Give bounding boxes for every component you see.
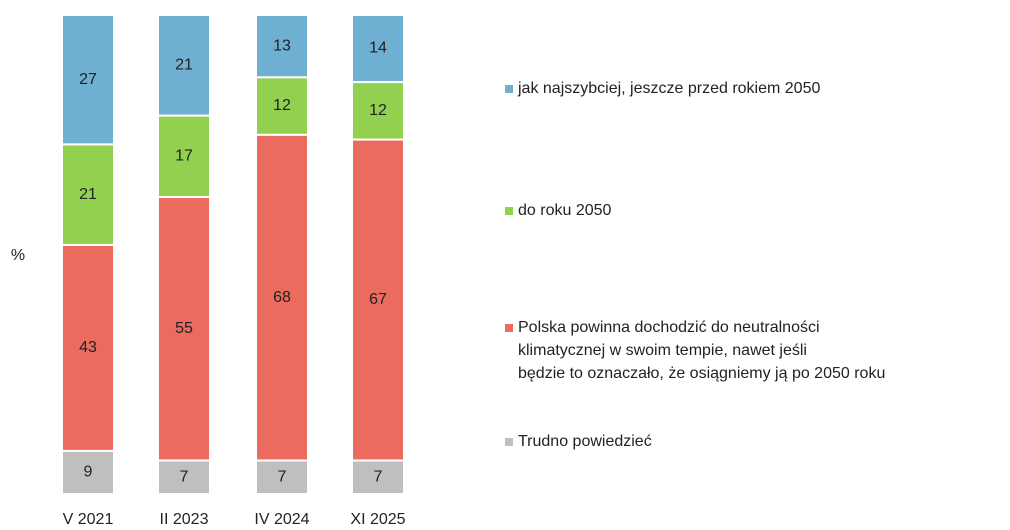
legend-swatch bbox=[505, 85, 513, 93]
x-tick-label: XI 2025 bbox=[350, 511, 405, 528]
value-label: 12 bbox=[369, 102, 387, 119]
value-label: 7 bbox=[278, 468, 287, 485]
value-label: 7 bbox=[180, 468, 189, 485]
bar-segment bbox=[157, 14, 211, 117]
bar-segment bbox=[157, 196, 211, 462]
value-label: 14 bbox=[369, 40, 387, 57]
y-axis-label: % bbox=[11, 247, 25, 264]
value-label: 55 bbox=[175, 320, 193, 337]
bar-segment bbox=[255, 459, 309, 495]
bar-segment bbox=[61, 143, 115, 246]
value-label: 9 bbox=[84, 464, 93, 481]
bar-segment bbox=[255, 14, 309, 79]
value-label: 21 bbox=[175, 57, 193, 74]
value-label: 21 bbox=[79, 186, 97, 203]
value-label: 27 bbox=[79, 71, 97, 88]
legend-swatch bbox=[505, 324, 513, 332]
legend-item: Trudno powiedzieć bbox=[505, 430, 652, 453]
legend-item: jak najszybciej, jeszcze przed rokiem 20… bbox=[505, 77, 820, 100]
legend-label: Trudno powiedzieć bbox=[518, 433, 652, 450]
value-label: 68 bbox=[273, 289, 291, 306]
bar-segment bbox=[351, 81, 405, 141]
value-label: 17 bbox=[175, 148, 193, 165]
value-label: 12 bbox=[273, 97, 291, 114]
value-label: 7 bbox=[374, 468, 383, 485]
bar-segment bbox=[351, 14, 405, 84]
bar-segment bbox=[157, 114, 211, 199]
legend-swatch bbox=[505, 438, 513, 446]
bar-segment bbox=[61, 14, 115, 146]
value-label: 67 bbox=[369, 291, 387, 308]
value-label: 43 bbox=[79, 339, 97, 356]
bar-segment bbox=[255, 76, 309, 136]
legend-label: do roku 2050 bbox=[518, 202, 612, 219]
legend-label: jak najszybciej, jeszcze przed rokiem 20… bbox=[518, 80, 821, 97]
legend-label: Polska powinna dochodzić do neutralności… bbox=[518, 319, 886, 382]
x-tick-label: IV 2024 bbox=[254, 511, 309, 528]
legend-item: do roku 2050 bbox=[505, 199, 611, 222]
bar-segment bbox=[157, 459, 211, 495]
value-label: 13 bbox=[273, 37, 291, 54]
legend-swatch bbox=[505, 207, 513, 215]
bar-segment bbox=[255, 133, 309, 462]
x-tick-label: V 2021 bbox=[63, 511, 114, 528]
bar-segment bbox=[61, 243, 115, 452]
x-tick-label: II 2023 bbox=[160, 511, 209, 528]
bar-segment bbox=[351, 459, 405, 495]
bar-segment bbox=[351, 138, 405, 462]
bar-segment bbox=[61, 449, 115, 496]
legend-item: Polska powinna dochodzić do neutralności… bbox=[505, 316, 885, 385]
